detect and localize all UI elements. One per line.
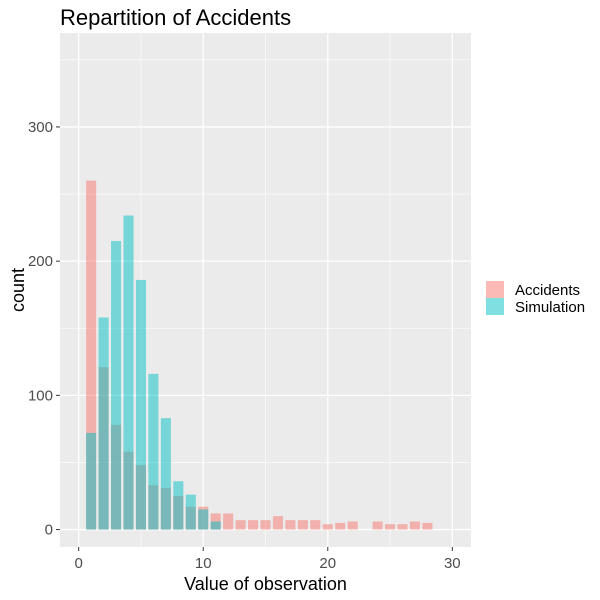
legend-item-accidents: Accidents (486, 281, 580, 299)
x-axis-ticks: 0 10 20 30 (75, 547, 461, 572)
x-tick-label: 10 (195, 555, 212, 572)
chart-title: Repartition of Accidents (60, 5, 291, 30)
y-tick-label: 300 (28, 119, 53, 136)
legend-label-simulation: Simulation (515, 299, 585, 316)
x-tick-label: 30 (444, 555, 461, 572)
accidents-bar (322, 524, 333, 530)
legend-swatch-simulation (486, 298, 504, 315)
accidents-bar (248, 520, 259, 530)
simulation-bar (111, 241, 122, 530)
x-tick-label: 20 (319, 555, 336, 572)
y-tick-label: 0 (45, 522, 53, 539)
y-tick-label: 200 (28, 253, 53, 270)
legend-swatch-accidents (486, 281, 504, 298)
simulation-bar (123, 215, 134, 530)
accidents-bar (223, 513, 234, 530)
accidents-bar (397, 524, 408, 530)
x-tick-label: 0 (75, 555, 83, 572)
simulation-bar (98, 317, 109, 530)
accidents-bar (347, 521, 358, 530)
simulation-bar (198, 509, 209, 530)
accidents-bar (272, 516, 283, 530)
accidents-bar (235, 520, 246, 530)
simulation-bar (160, 418, 171, 530)
accidents-bar (372, 521, 383, 530)
accidents-bar (297, 520, 308, 530)
accidents-bar (335, 522, 346, 530)
legend-item-simulation: Simulation (486, 298, 585, 316)
accidents-bar (285, 520, 296, 530)
y-tick-label: 100 (28, 387, 53, 404)
simulation-bar (135, 279, 146, 530)
simulation-bars (86, 215, 221, 530)
simulation-bar (185, 494, 196, 530)
accidents-bar (260, 520, 271, 530)
simulation-bar (173, 481, 184, 530)
simulation-bar (148, 373, 159, 530)
legend-label-accidents: Accidents (515, 282, 580, 299)
accidents-bar (409, 521, 420, 530)
accidents-bar (385, 524, 396, 530)
accidents-bar (310, 520, 321, 530)
major-gridlines (60, 33, 471, 547)
legend: Accidents Simulation (486, 281, 585, 316)
x-axis-title: Value of observation (184, 574, 347, 594)
y-axis-ticks: 0 100 200 300 (28, 119, 60, 539)
y-axis-title: count (8, 268, 28, 312)
simulation-bar (86, 432, 97, 530)
simulation-bar (210, 521, 221, 530)
accidents-bar (422, 522, 433, 530)
accidents-bar (86, 180, 97, 530)
